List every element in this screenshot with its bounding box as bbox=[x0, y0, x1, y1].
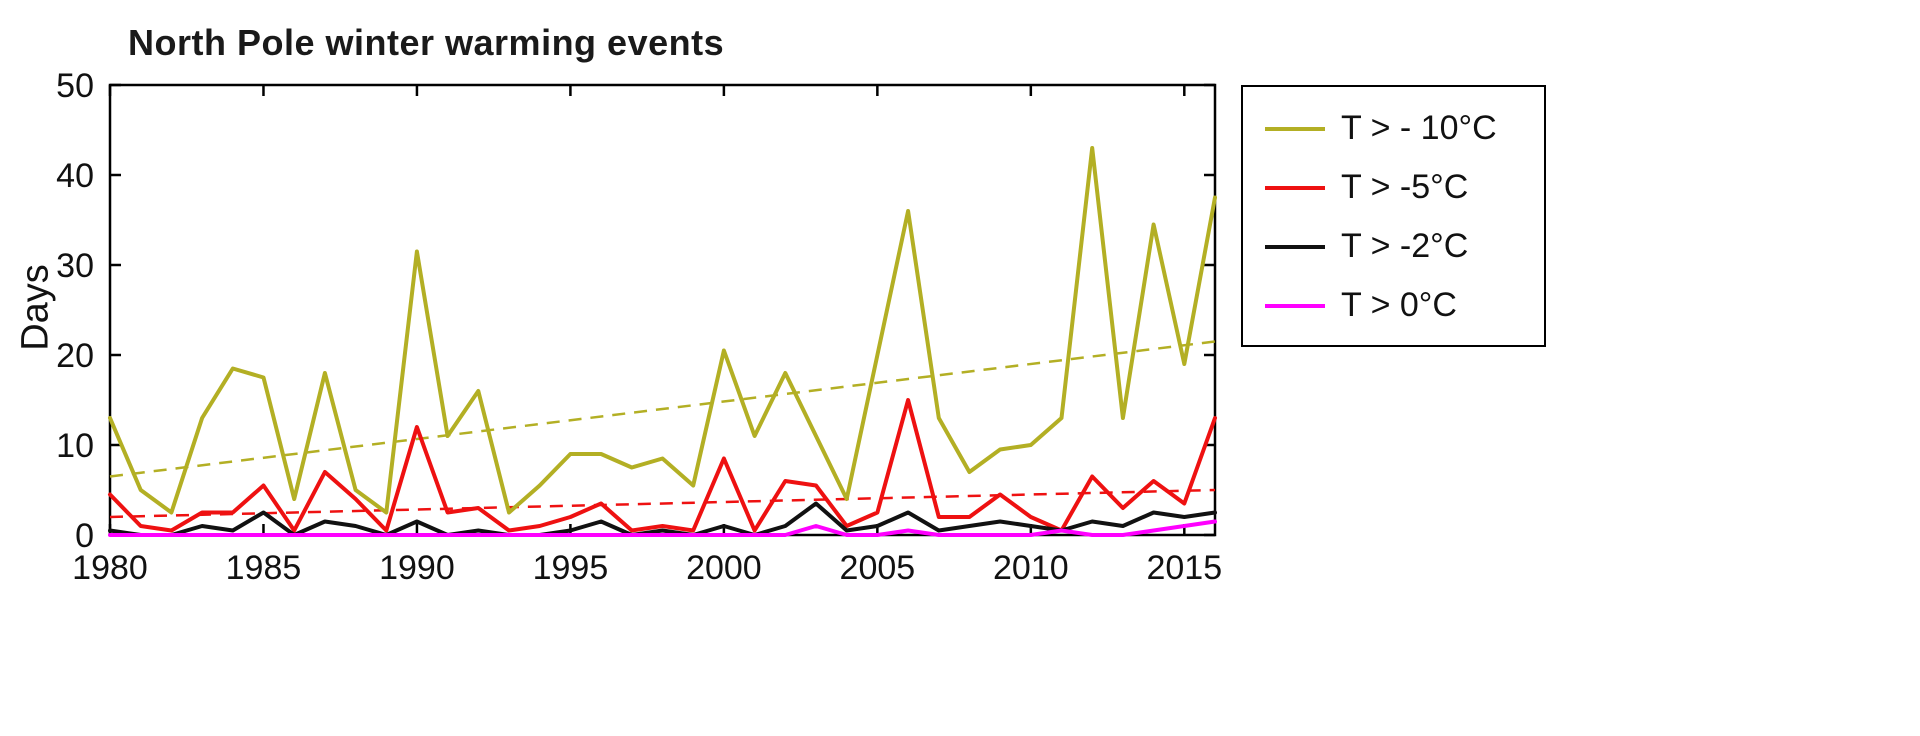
legend-item: T > - 10°C bbox=[1243, 99, 1544, 158]
y-tick-label: 30 bbox=[56, 247, 94, 285]
chart-title: North Pole winter warming events bbox=[128, 22, 725, 63]
x-tick-label: 2015 bbox=[1146, 549, 1222, 587]
x-tick-label: 2010 bbox=[993, 549, 1069, 587]
legend-item: T > -5°C bbox=[1243, 158, 1544, 217]
legend-line-sample-t-gt-minus2c bbox=[1265, 244, 1325, 249]
y-tick-label: 20 bbox=[56, 337, 94, 375]
axes-box bbox=[108, 83, 1217, 537]
trend-t-gt-minus10c bbox=[109, 340, 1216, 478]
legend-item: T > -2°C bbox=[1243, 217, 1544, 276]
y-tick-label: 0 bbox=[75, 517, 94, 555]
series-line-t-gt-0c bbox=[108, 519, 1217, 537]
series-line-t-gt-minus5c bbox=[108, 398, 1217, 533]
trend-t-gt-minus5c bbox=[109, 488, 1216, 519]
legend-label: T > -5°C bbox=[1341, 168, 1469, 206]
y-tick-label: 10 bbox=[56, 427, 94, 465]
legend-label: T > 0°C bbox=[1341, 286, 1457, 324]
x-tick-label: 1995 bbox=[533, 549, 609, 587]
legend-line-sample-t-gt-minus10c bbox=[1265, 126, 1325, 131]
x-tick-label: 1980 bbox=[72, 549, 148, 587]
legend-line-sample-t-gt-0c bbox=[1265, 303, 1325, 308]
y-tick-label: 40 bbox=[56, 157, 94, 195]
x-tick-label: 2005 bbox=[840, 549, 916, 587]
legend-item: T > 0°C bbox=[1243, 276, 1544, 335]
x-tick-label: 1985 bbox=[226, 549, 302, 587]
series-line-t-gt-minus10c bbox=[108, 146, 1217, 515]
legend: T > - 10°C T > -5°C T > -2°C T > 0°C bbox=[1241, 85, 1546, 347]
legend-line-sample-t-gt-minus5c bbox=[1265, 185, 1325, 190]
legend-label: T > - 10°C bbox=[1341, 109, 1497, 147]
legend-label: T > -2°C bbox=[1341, 227, 1469, 265]
y-tick-label: 50 bbox=[56, 67, 94, 105]
x-tick-label: 2000 bbox=[686, 549, 762, 587]
x-tick-label: 1990 bbox=[379, 549, 455, 587]
